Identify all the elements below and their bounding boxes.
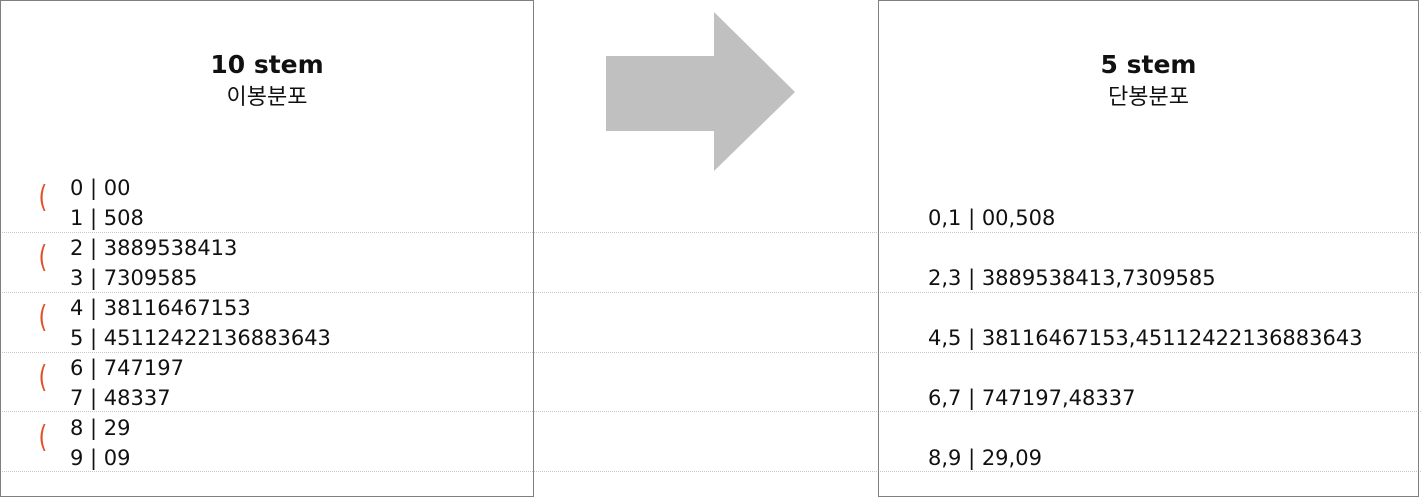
stem-row: 4 | 38116467153 [70,296,251,320]
guide-line [0,292,1421,293]
group-bracket-icon: ( [38,180,48,215]
stem-row: 2 | 3889538413 [70,236,238,260]
group-bracket-icon: ( [38,300,48,335]
left-subtitle: 이봉분포 [226,85,308,110]
stem-row: 8,9 | 29,09 [928,446,1042,470]
stem-row: 6,7 | 747197,48337 [928,386,1136,410]
stem-row: 8 | 29 [70,416,131,440]
stem-row: 0,1 | 00,508 [928,206,1056,230]
left-panel-10-stem: 10 stem 이봉분포 0 | 00 1 | 508 2 | 38895384… [0,0,534,497]
stem-row: 7 | 48337 [70,386,171,410]
right-title: 5 stem [1100,50,1197,79]
guide-line [0,232,1421,233]
stem-row: 1 | 508 [70,206,144,230]
stem-row: 5 | 4511242213688364​3 [70,326,331,350]
stem-row: 6 | 747197 [70,356,184,380]
stem-row: 0 | 00 [70,176,131,200]
stem-row: 9 | 09 [70,446,131,470]
guide-line [0,352,1421,353]
guide-line [0,471,1421,472]
group-bracket-icon: ( [38,420,48,455]
right-subtitle: 단봉분포 [1108,85,1189,110]
left-title: 10 stem [210,50,324,79]
stem-row: 3 | 7309585 [70,266,198,290]
right-panel-5-stem: 5 stem 단봉분포 0,1 | 00,508 2,3 | 388953841… [878,0,1419,497]
guide-line [0,411,1421,412]
stem-row: 4,5 | 38116467153,4511242213688364​3 [928,326,1363,350]
group-bracket-icon: ( [38,360,48,395]
stem-row: 2,3 | 3889538413,7309585 [928,266,1216,290]
right-arrow-icon [606,12,795,171]
group-bracket-icon: ( [38,240,48,275]
